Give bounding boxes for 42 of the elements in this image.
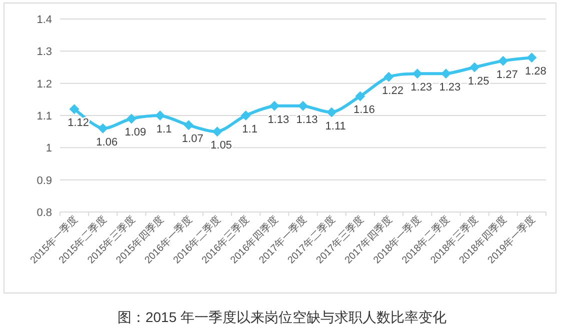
point [412,68,422,79]
data-label: 1.13 [268,114,290,126]
y-tick-label: 1.3 [36,46,52,58]
point [69,104,80,114]
y-tick-label: 0.9 [36,174,52,187]
point [470,62,480,72]
data-label: 1.07 [182,133,204,146]
data-label: 1.23 [410,82,432,94]
point [440,68,451,79]
y-tick-label: 1.4 [36,14,52,26]
point [326,107,337,118]
data-label: 1.23 [439,82,461,94]
point [298,100,308,111]
data-label: 1.13 [296,114,318,126]
point [526,52,537,63]
point [155,110,166,120]
point [269,100,280,111]
data-label: 1.28 [524,66,546,78]
data-label: 1.16 [353,104,375,116]
data-label: 1.22 [382,84,404,97]
y-tick-label: 1.2 [36,78,52,90]
data-label: 1.05 [210,140,232,152]
data-label: 1.27 [496,68,518,81]
data-label: 1.25 [468,75,490,88]
point [98,123,108,134]
data-label: 1.1 [156,124,172,136]
data-label: 1.06 [96,136,118,148]
point [355,91,366,102]
text: 图：2015 年一季度以来岗位空缺与求职人数比率变化 [117,309,447,325]
y-tick-label: 1.1 [36,110,52,122]
point [126,114,136,124]
point [184,120,194,130]
y-tick-label: 1 [46,142,52,155]
point [384,72,394,82]
point [240,110,251,120]
point [212,126,222,137]
data-label: 1.12 [68,117,90,130]
y-tick-label: 0.8 [36,207,52,219]
data-label: 1.11 [325,120,346,132]
data-label: 1.1 [242,124,258,136]
point [498,56,508,66]
data-label: 1.09 [124,126,146,139]
